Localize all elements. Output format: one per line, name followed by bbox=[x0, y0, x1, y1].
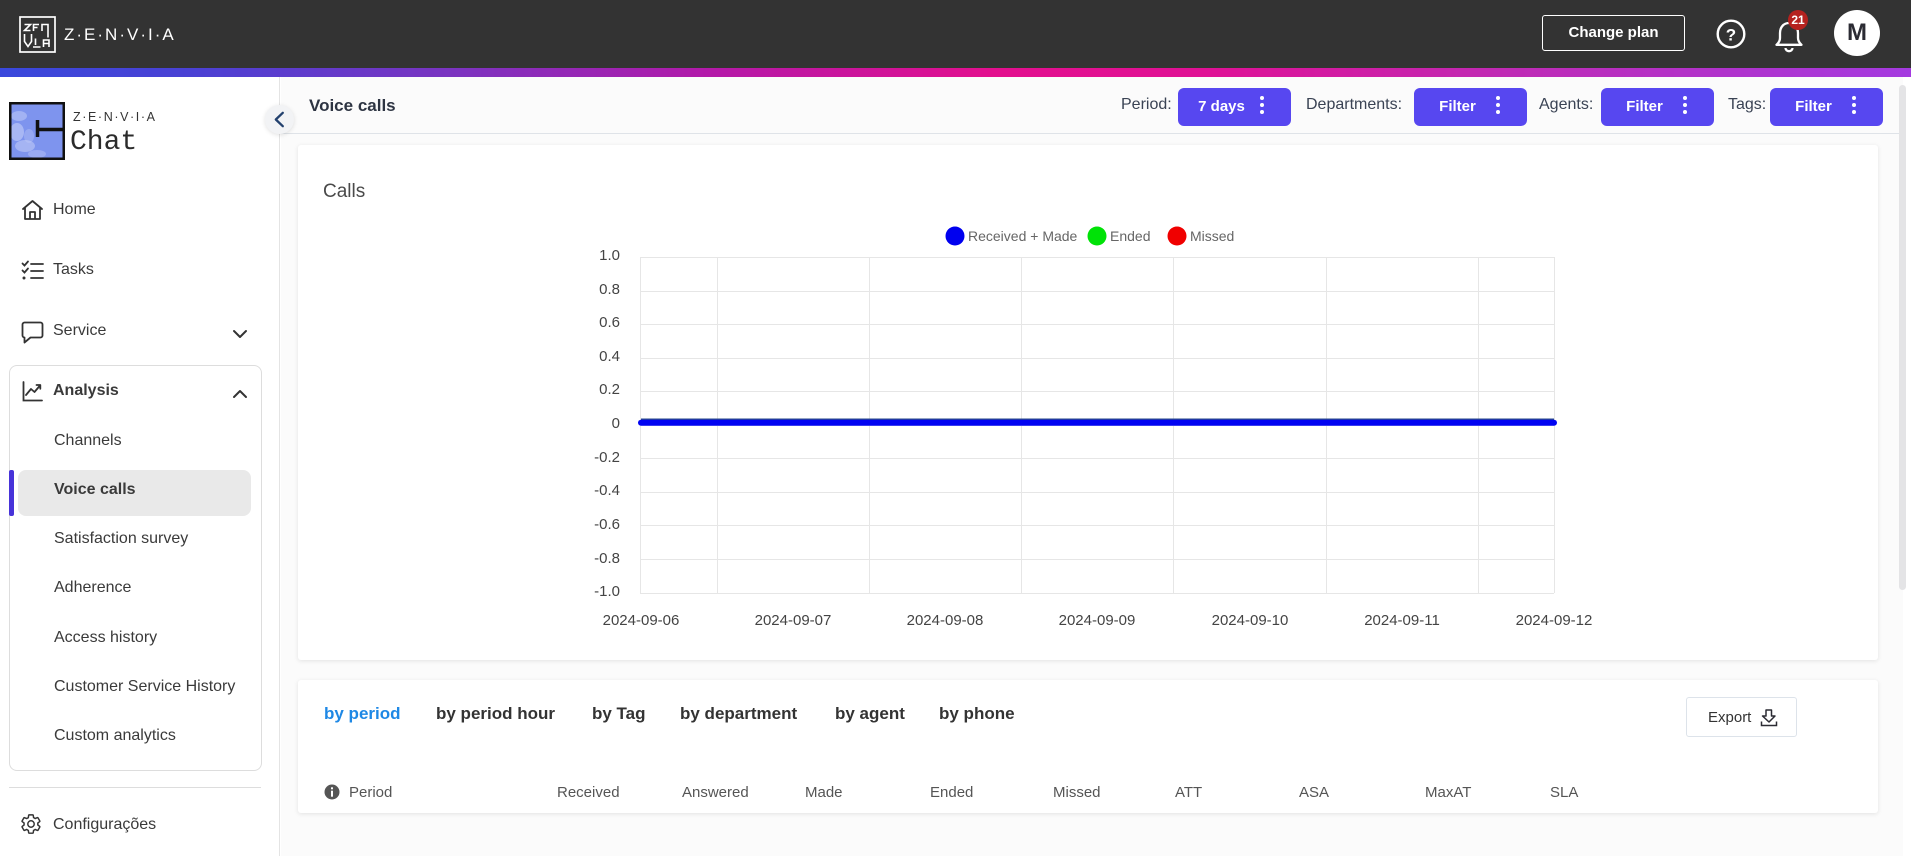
svg-text:2024-09-06: 2024-09-06 bbox=[603, 612, 680, 629]
svg-text:2024-09-09: 2024-09-09 bbox=[1059, 612, 1136, 629]
svg-text:-1.0: -1.0 bbox=[594, 583, 620, 600]
svg-text:2024-09-10: 2024-09-10 bbox=[1212, 612, 1289, 629]
svg-text:0.4: 0.4 bbox=[599, 348, 620, 365]
svg-text:?: ? bbox=[1726, 26, 1736, 45]
svg-text:-0.2: -0.2 bbox=[594, 449, 620, 466]
svg-text:Ended: Ended bbox=[1110, 228, 1150, 244]
svg-text:-0.6: -0.6 bbox=[594, 516, 620, 533]
svg-text:Missed: Missed bbox=[1190, 228, 1234, 244]
svg-text:-0.8: -0.8 bbox=[594, 550, 620, 567]
svg-text:0.8: 0.8 bbox=[599, 281, 620, 298]
svg-text:Received + Made: Received + Made bbox=[968, 228, 1078, 244]
svg-text:0.2: 0.2 bbox=[599, 381, 620, 398]
svg-text:-0.4: -0.4 bbox=[594, 482, 620, 499]
svg-text:0: 0 bbox=[612, 415, 620, 432]
svg-text:2024-09-11: 2024-09-11 bbox=[1364, 612, 1440, 629]
svg-text:2024-09-07: 2024-09-07 bbox=[755, 612, 832, 629]
svg-text:2024-09-08: 2024-09-08 bbox=[907, 612, 984, 629]
svg-text:0.6: 0.6 bbox=[599, 314, 620, 331]
svg-text:1.0: 1.0 bbox=[599, 247, 620, 264]
svg-text:2024-09-12: 2024-09-12 bbox=[1516, 612, 1593, 629]
